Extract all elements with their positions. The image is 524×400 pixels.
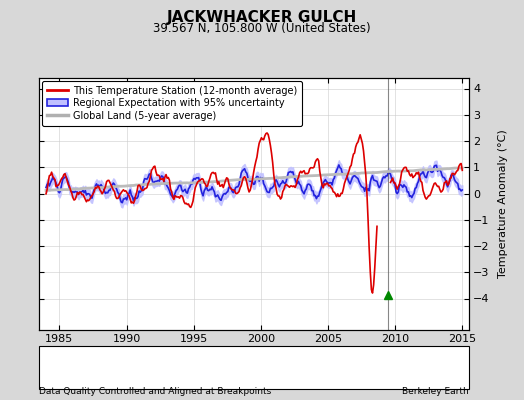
Y-axis label: Temperature Anomaly (°C): Temperature Anomaly (°C) <box>498 130 508 278</box>
Text: Data Quality Controlled and Aligned at Breakpoints: Data Quality Controlled and Aligned at B… <box>39 387 271 396</box>
Text: 39.567 N, 105.800 W (United States): 39.567 N, 105.800 W (United States) <box>153 22 371 35</box>
Text: Berkeley Earth: Berkeley Earth <box>402 387 469 396</box>
FancyBboxPatch shape <box>39 346 469 389</box>
Text: Time of Obs. Change: Time of Obs. Change <box>253 366 357 376</box>
Text: Station Move: Station Move <box>59 366 126 376</box>
Text: ◆: ◆ <box>48 366 57 376</box>
Text: ▼: ▼ <box>241 366 250 376</box>
Text: Empirical Break: Empirical Break <box>377 366 457 376</box>
Text: ■: ■ <box>366 366 376 376</box>
Text: ▲: ▲ <box>147 366 155 376</box>
Text: JACKWHACKER GULCH: JACKWHACKER GULCH <box>167 10 357 25</box>
Legend: This Temperature Station (12-month average), Regional Expectation with 95% uncer: This Temperature Station (12-month avera… <box>42 81 302 126</box>
Text: Record Gap: Record Gap <box>158 366 217 376</box>
